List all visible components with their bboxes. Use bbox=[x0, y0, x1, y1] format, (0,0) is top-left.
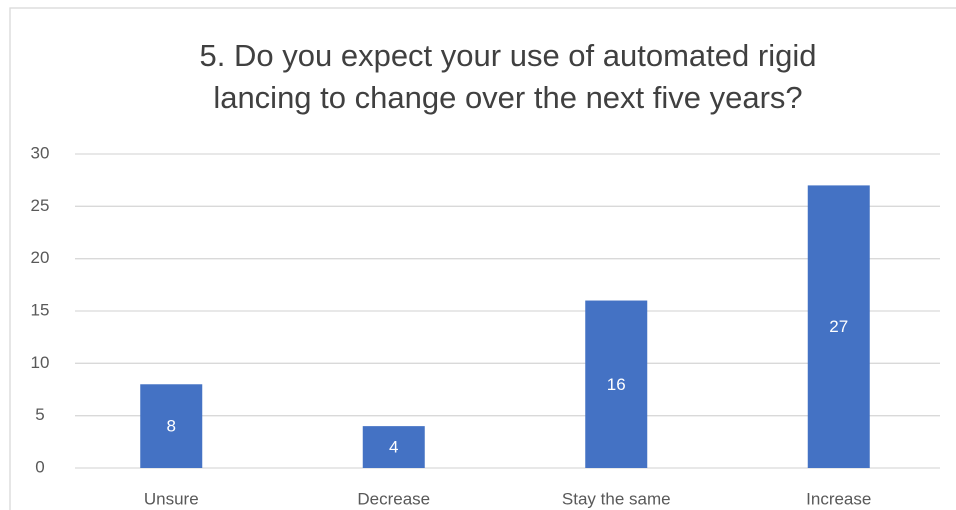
data-label: 4 bbox=[389, 438, 398, 457]
chart-title: lancing to change over the next five yea… bbox=[213, 80, 802, 115]
y-tick-label: 0 bbox=[35, 457, 44, 476]
data-label: 16 bbox=[607, 375, 626, 394]
x-tick-label: Unsure bbox=[144, 489, 199, 508]
y-tick-label: 25 bbox=[31, 196, 50, 215]
data-label: 27 bbox=[829, 317, 848, 336]
chart-title: 5. Do you expect your use of automated r… bbox=[200, 38, 817, 73]
bar bbox=[362, 426, 425, 468]
x-tick-label: Decrease bbox=[357, 489, 430, 508]
y-tick-label: 15 bbox=[31, 300, 50, 319]
y-tick-label: 30 bbox=[31, 143, 50, 162]
x-tick-label: Stay the same bbox=[562, 489, 671, 508]
bar bbox=[585, 300, 648, 468]
x-tick-label: Increase bbox=[806, 489, 871, 508]
y-tick-label: 5 bbox=[35, 405, 44, 424]
bar bbox=[807, 185, 870, 468]
bar bbox=[140, 384, 203, 468]
data-label: 8 bbox=[167, 417, 176, 436]
y-tick-label: 20 bbox=[31, 248, 50, 267]
y-tick-label: 10 bbox=[31, 353, 50, 372]
